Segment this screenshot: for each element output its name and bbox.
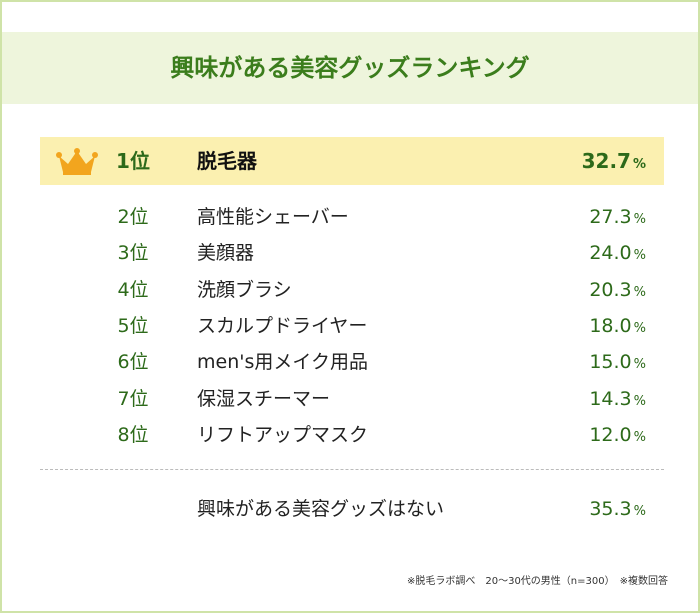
item-name: men's用メイク用品 bbox=[197, 351, 368, 373]
item-name: 保湿スチーマー bbox=[197, 388, 331, 410]
rank: 8位 bbox=[117, 424, 149, 446]
rank: 5位 bbox=[117, 315, 149, 337]
item-name: 高性能シェーバー bbox=[197, 206, 349, 228]
percent-unit: % bbox=[632, 157, 646, 172]
ranking-row: 2位 高性能シェーバー 27.3% bbox=[2, 199, 698, 235]
item-name: 興味がある美容グッズはない bbox=[197, 498, 445, 520]
item-name: 洗顔ブラシ bbox=[197, 279, 292, 301]
percent-value: 32.7 bbox=[581, 149, 631, 173]
percent-unit: % bbox=[633, 394, 646, 409]
top-highlight bbox=[40, 137, 664, 185]
percent-unit: % bbox=[633, 321, 646, 336]
percent-unit: % bbox=[633, 285, 646, 300]
rank: 7位 bbox=[117, 388, 149, 410]
ranking-row: 1位 脱毛器 32.7% bbox=[2, 143, 698, 179]
percent-value: 12.0 bbox=[589, 424, 632, 446]
rank: 4位 bbox=[117, 279, 149, 301]
rank: 3位 bbox=[117, 242, 149, 264]
percent-unit: % bbox=[633, 212, 646, 227]
percent-value: 24.0 bbox=[589, 242, 632, 264]
rank: 1位 bbox=[116, 149, 150, 173]
percent-value: 18.0 bbox=[589, 315, 632, 337]
ranking-row: 7位 保湿スチーマー 14.3% bbox=[2, 381, 698, 417]
percentage: 15.0% bbox=[589, 344, 646, 383]
title: 興味がある美容グッズランキング bbox=[170, 54, 530, 82]
crown-icon bbox=[56, 148, 98, 175]
percentage: 14.3% bbox=[589, 381, 646, 420]
title-band: 興味がある美容グッズランキング bbox=[2, 32, 698, 104]
percentage: 20.3% bbox=[589, 272, 646, 311]
percent-unit: % bbox=[633, 430, 646, 445]
item-name: 美顔器 bbox=[197, 242, 255, 264]
percent-value: 35.3 bbox=[589, 498, 632, 520]
none-row: 興味がある美容グッズはない 35.3% bbox=[2, 491, 698, 527]
ranking-row: 6位 men's用メイク用品 15.0% bbox=[2, 344, 698, 380]
percentage: 32.7% bbox=[582, 143, 646, 183]
percent-unit: % bbox=[633, 504, 646, 519]
rank: 6位 bbox=[117, 351, 149, 373]
percent-value: 14.3 bbox=[589, 388, 632, 410]
percentage: 35.3% bbox=[589, 491, 646, 530]
footnote: ※脱毛ラボ調べ 20〜30代の男性（n=300） ※複数回答 bbox=[406, 576, 668, 587]
percentage: 27.3% bbox=[589, 199, 646, 238]
percent-value: 15.0 bbox=[589, 351, 632, 373]
percent-unit: % bbox=[633, 248, 646, 263]
ranking-row: 8位 リフトアップマスク 12.0% bbox=[2, 417, 698, 453]
item-name: 脱毛器 bbox=[197, 149, 257, 173]
percentage: 12.0% bbox=[589, 417, 646, 456]
percentage: 18.0% bbox=[589, 308, 646, 347]
item-name: スカルプドライヤー bbox=[197, 315, 368, 337]
percentage: 24.0% bbox=[589, 235, 646, 274]
percent-unit: % bbox=[633, 357, 646, 372]
ranking-row: 3位 美顔器 24.0% bbox=[2, 235, 698, 271]
ranking-row: 4位 洗顔ブラシ 20.3% bbox=[2, 272, 698, 308]
percent-value: 20.3 bbox=[589, 279, 632, 301]
percent-value: 27.3 bbox=[589, 206, 632, 228]
rank: 2位 bbox=[117, 206, 149, 228]
item-name: リフトアップマスク bbox=[197, 424, 369, 446]
ranking-row: 5位 スカルプドライヤー 18.0% bbox=[2, 308, 698, 344]
divider bbox=[40, 469, 664, 470]
